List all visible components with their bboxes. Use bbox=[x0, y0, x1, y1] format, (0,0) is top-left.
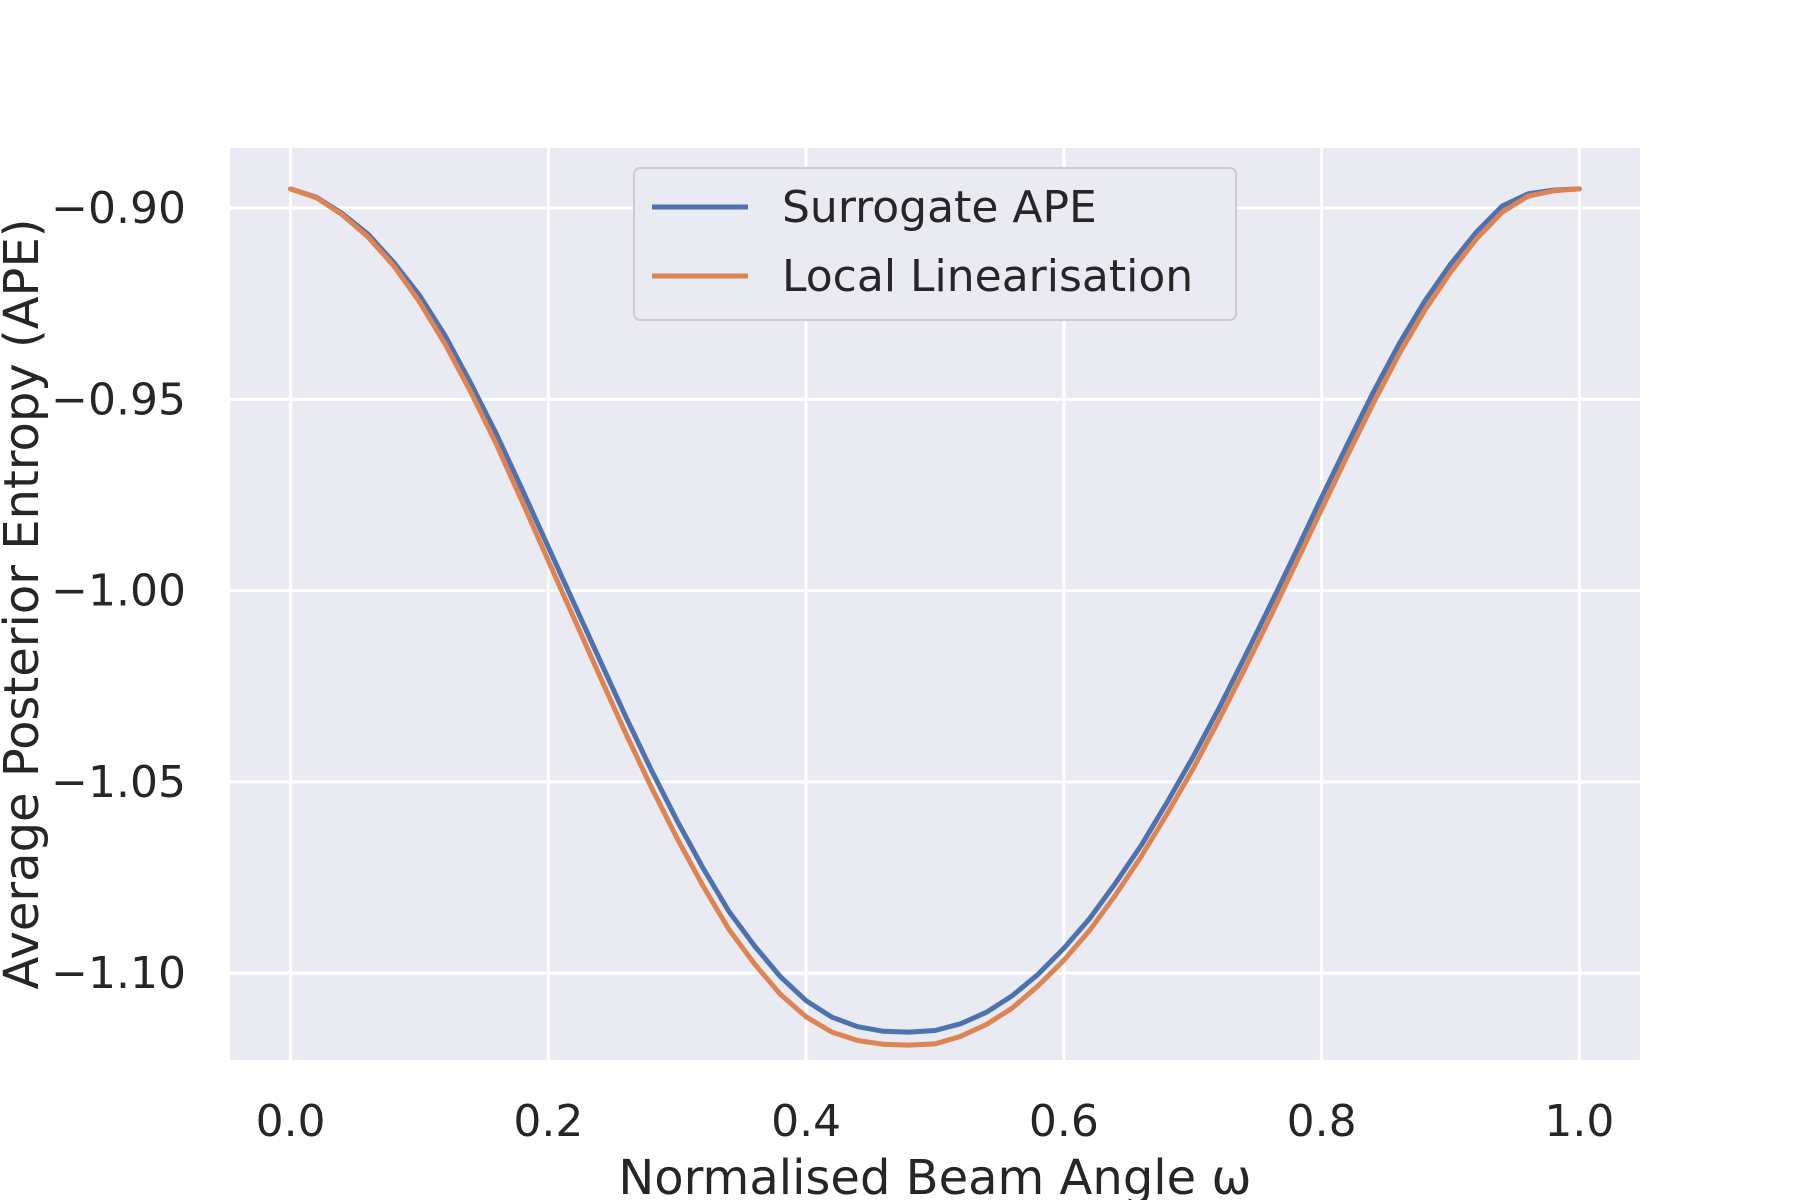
local-linearisation-line bbox=[288, 186, 1582, 1048]
y-axis-label: Average Posterior Entropy (APE) bbox=[0, 218, 50, 989]
y-tick-label: −1.10 bbox=[51, 948, 186, 999]
y-tick-label: −0.90 bbox=[51, 183, 186, 234]
y-tick-label: −1.05 bbox=[51, 757, 186, 808]
legend: Surrogate APE Local Linearisation bbox=[633, 167, 1237, 321]
x-tick-label: 0.0 bbox=[256, 1096, 326, 1147]
y-tick-labels: −0.90 −0.95 −1.00 −1.05 −1.10 bbox=[51, 183, 186, 999]
x-tick-labels: 0.0 0.2 0.4 0.6 0.8 1.0 bbox=[256, 1096, 1615, 1147]
y-tick-label: −0.95 bbox=[51, 374, 186, 425]
legend-label-local-linearisation: Local Linearisation bbox=[782, 251, 1193, 302]
x-tick-label: 0.6 bbox=[1029, 1096, 1099, 1147]
legend-label-surrogate-ape: Surrogate APE bbox=[782, 182, 1097, 233]
x-tick-label: 0.2 bbox=[513, 1096, 583, 1147]
x-tick-label: 1.0 bbox=[1544, 1096, 1614, 1147]
x-axis-label: Normalised Beam Angle ω bbox=[618, 1150, 1251, 1200]
series-lines bbox=[288, 186, 1582, 1048]
surrogate-ape-line bbox=[288, 186, 1582, 1035]
legend-box bbox=[633, 167, 1237, 321]
x-tick-label: 0.4 bbox=[771, 1096, 841, 1147]
y-tick-label: −1.00 bbox=[51, 566, 186, 617]
x-tick-label: 0.8 bbox=[1287, 1096, 1357, 1147]
